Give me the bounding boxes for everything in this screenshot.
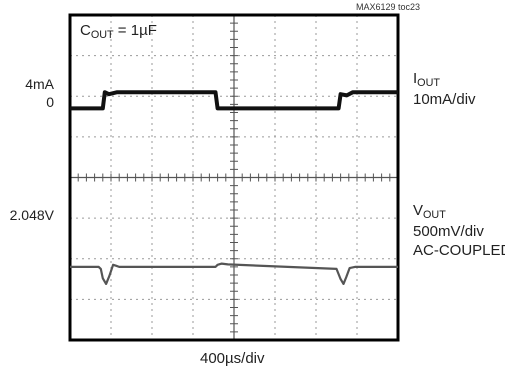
- x-axis-label: 400µs/div: [200, 350, 265, 367]
- vout-series-name: VOUT: [413, 202, 446, 222]
- iout-series-name: IOUT: [413, 70, 440, 90]
- vout-series-scale: 500mV/div: [413, 223, 484, 240]
- iout-trace: [70, 90, 398, 111]
- vout-series-label: VOUT 500mV/div AC-COUPLED: [413, 201, 505, 260]
- iout-series-scale: 10mA/div: [413, 91, 476, 108]
- vout-level-label: 2.048V: [9, 207, 54, 223]
- figure-id: MAX6129 toc23: [356, 2, 421, 12]
- iout-level-label: 4mA: [25, 76, 54, 92]
- traces: [70, 90, 398, 285]
- vout-coupling: AC-COUPLED: [413, 242, 505, 259]
- graticule-grid: [68, 13, 400, 342]
- vout-trace: [70, 262, 398, 285]
- iout-series-label: IOUT 10mA/div: [413, 69, 476, 109]
- iout-zero-label: 0: [46, 94, 54, 110]
- plot-frame: [68, 13, 400, 342]
- cout-annotation: COUT = 1µF: [80, 22, 157, 42]
